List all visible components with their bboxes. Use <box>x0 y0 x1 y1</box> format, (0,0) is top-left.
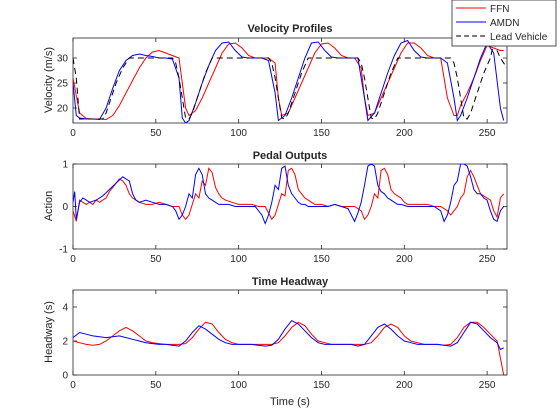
x-tick-label: 0 <box>70 380 76 391</box>
y-axis-label: Velocity (m/s) <box>43 47 55 113</box>
x-tick-label: 50 <box>150 128 162 139</box>
y-axis-label: Headway (s) <box>43 301 55 363</box>
axes-frame <box>72 289 508 376</box>
x-tick-label: 250 <box>479 254 496 265</box>
x-tick-label: 0 <box>70 254 76 265</box>
legend-label: AMDN <box>490 18 519 29</box>
x-tick-label: 150 <box>313 380 330 391</box>
legend-label: FFN <box>490 4 509 15</box>
plot-title: Time Headway <box>252 276 329 288</box>
axis-ticks: 0 50 100 150 200 250 0 2 4 <box>62 290 507 391</box>
x-tick-label: 200 <box>396 380 413 391</box>
axes-frame <box>72 163 508 250</box>
subplot-pedal-outputs: Pedal Outputs Action 0 50 100 150 200 250-101 <box>43 150 508 265</box>
plot-title: Pedal Outputs <box>253 150 328 162</box>
subplot-velocity-profiles: Velocity Profiles Velocity (m/s) 0 50 100 1… <box>43 23 508 139</box>
x-tick-label: 200 <box>396 128 413 139</box>
x-tick-label: 100 <box>230 380 247 391</box>
x-tick-label: 50 <box>150 254 162 265</box>
y-axis-label: Action <box>43 191 55 222</box>
x-tick-label: 0 <box>70 128 76 139</box>
x-tick-label: 150 <box>313 128 330 139</box>
legend-item-amdn: AMDN <box>456 18 519 29</box>
axis-ticks: 0 50 100 150 200 250-101 <box>59 160 507 265</box>
x-tick-label: 150 <box>313 254 330 265</box>
y-tick-label: 20 <box>57 104 69 115</box>
x-tick-label: 100 <box>230 128 247 139</box>
x-axis-label: Time (s) <box>270 396 310 408</box>
legend-label: Lead Vehicle <box>490 32 548 43</box>
y-tick-label: 25 <box>57 79 69 90</box>
y-tick-label: 0 <box>62 202 68 213</box>
x-tick-label: 250 <box>479 128 496 139</box>
x-tick-label: 200 <box>396 254 413 265</box>
series-line-lead-vehicle <box>73 41 507 120</box>
series-lines <box>73 164 505 225</box>
y-tick-label: 0 <box>62 371 68 382</box>
series-line-amdn <box>73 319 504 351</box>
legend-item-lead-vehicle: Lead Vehicle <box>456 32 548 43</box>
y-tick-label: 30 <box>57 54 69 65</box>
plot-title: Velocity Profiles <box>248 23 333 35</box>
y-tick-label: -1 <box>59 245 68 256</box>
series-lines <box>73 39 507 123</box>
legend: FFN AMDN Lead Vehicle <box>451 0 557 47</box>
y-tick-label: 4 <box>62 303 68 314</box>
x-tick-label: 50 <box>150 380 162 391</box>
series-lines <box>73 319 505 375</box>
series-line-amdn <box>73 164 505 225</box>
legend-item-ffn: FFN <box>456 4 509 15</box>
x-tick-label: 250 <box>479 380 496 391</box>
y-tick-label: 2 <box>62 337 68 348</box>
y-tick-label: 1 <box>62 160 68 171</box>
axis-ticks: 0 50 100 150 200 250 20 25 30 <box>57 38 507 139</box>
series-line-ffn <box>73 167 505 222</box>
subplot-time-headway: Time Headway Headway (s) 0 50 100 150 200 250… <box>43 276 508 391</box>
x-tick-label: 100 <box>230 254 247 265</box>
